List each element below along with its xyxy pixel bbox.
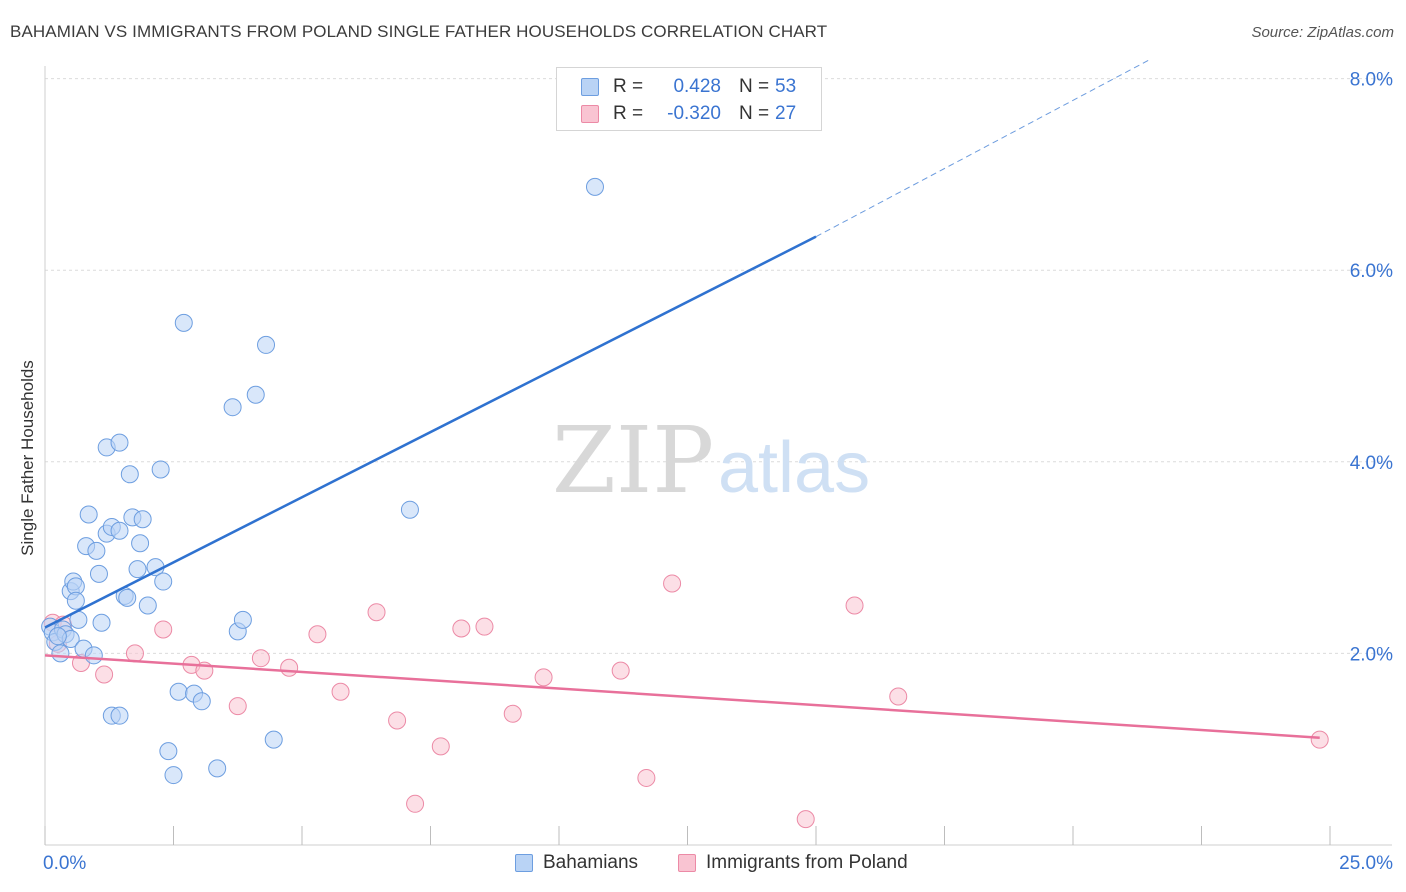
data-point-bahamians [208, 759, 227, 778]
data-point-poland [331, 682, 350, 701]
data-point-bahamians [151, 460, 170, 479]
legend-swatch-pink [581, 105, 599, 123]
legend-row-poland: R = -0.320 N = 27 [581, 101, 796, 127]
data-point-bahamians [118, 588, 137, 607]
legend-r-value: 0.428 [673, 76, 721, 97]
legend-n-value: 27 [775, 103, 797, 124]
y-tick-label: 6.0% [1350, 261, 1393, 282]
data-point-bahamians [87, 541, 106, 560]
data-point-bahamians [159, 742, 178, 761]
data-point-bahamians [92, 613, 111, 632]
data-point-bahamians [110, 433, 129, 452]
data-point-bahamians [174, 313, 193, 332]
series-poland-points [43, 574, 1329, 829]
data-point-bahamians [79, 505, 98, 524]
legend-item-poland: Immigrants from Poland [678, 852, 908, 874]
y-tick-label: 8.0% [1350, 70, 1393, 91]
data-point-bahamians [585, 177, 604, 196]
data-point-poland [406, 794, 425, 813]
y-tick-label: 4.0% [1350, 453, 1393, 474]
data-point-bahamians [169, 682, 188, 701]
data-point-poland [796, 810, 815, 829]
chart-title: BAHAMIAN VS IMMIGRANTS FROM POLAND SINGL… [10, 22, 828, 41]
legend-swatch-blue [581, 78, 599, 96]
data-point-poland [611, 661, 630, 680]
series-bahamians-points [41, 177, 604, 785]
data-point-poland [154, 620, 173, 639]
grid-lines [45, 78, 1392, 654]
y-tick-label: 2.0% [1350, 644, 1393, 665]
legend-n-label: N = [739, 76, 770, 97]
x-tick-label: 25.0% [1339, 853, 1393, 874]
correlation-legend: R = 0.428 N = 53 R = -0.320 N = 27 [556, 67, 822, 131]
data-point-poland [534, 668, 553, 687]
axes [44, 66, 1392, 846]
data-point-bahamians [246, 385, 265, 404]
data-point-bahamians [233, 610, 252, 629]
legend-row-bahamians: R = 0.428 N = 53 [581, 74, 796, 100]
data-point-poland [280, 658, 299, 677]
data-point-bahamians [128, 560, 147, 579]
watermark: ZIP atlas [552, 407, 870, 514]
data-point-poland [388, 711, 407, 730]
data-point-poland [431, 737, 450, 756]
data-point-poland [637, 768, 656, 787]
watermark-atlas: atlas [718, 428, 870, 508]
data-point-poland [1310, 730, 1329, 749]
data-point-bahamians [110, 521, 129, 540]
data-point-bahamians [48, 627, 67, 646]
legend-n-label: N = [739, 103, 770, 124]
legend-swatch-pink [678, 854, 696, 872]
data-point-bahamians [84, 646, 103, 665]
tick-labels: 2.0% 4.0% 6.0% 8.0% 0.0% 25.0% [43, 70, 1393, 874]
legend-r-label: R = [613, 103, 644, 124]
data-point-poland [845, 596, 864, 615]
data-point-bahamians [223, 398, 242, 417]
legend-r-value: -0.320 [667, 103, 721, 124]
trend-line-bahamians-extension [815, 58, 1151, 238]
data-point-bahamians [400, 500, 419, 519]
data-point-poland [663, 574, 682, 593]
data-point-poland [308, 625, 327, 644]
data-point-poland [452, 619, 471, 638]
x-tick-label: 0.0% [43, 853, 86, 874]
data-point-poland [251, 649, 270, 668]
legend-item-bahamians: Bahamians [515, 852, 638, 874]
data-point-bahamians [138, 596, 157, 615]
data-point-bahamians [89, 564, 108, 583]
trend-line-poland [44, 654, 1320, 739]
data-point-bahamians [51, 644, 70, 663]
data-point-poland [475, 617, 494, 636]
series-legend: Bahamians Immigrants from Poland [0, 852, 1406, 876]
legend-swatch-blue [515, 854, 533, 872]
data-point-bahamians [154, 572, 173, 591]
data-point-poland [503, 704, 522, 723]
data-point-poland [228, 697, 247, 716]
data-point-poland [95, 665, 114, 684]
data-point-poland [125, 644, 144, 663]
data-point-poland [367, 603, 386, 622]
data-point-bahamians [131, 534, 150, 553]
legend-label-bahamians: Bahamians [543, 852, 639, 873]
data-point-bahamians [257, 335, 276, 354]
source-label: Source: ZipAtlas.com [1251, 24, 1394, 41]
legend-n-value: 53 [775, 76, 797, 97]
data-point-bahamians [164, 766, 183, 785]
trend-lines [44, 58, 1320, 739]
data-point-poland [889, 687, 908, 706]
data-point-bahamians [133, 510, 152, 529]
legend-r-label: R = [613, 76, 644, 97]
trend-line-bahamians [44, 235, 817, 629]
data-point-bahamians [66, 591, 85, 610]
data-point-bahamians [120, 465, 139, 484]
data-point-bahamians [110, 706, 129, 725]
data-point-bahamians [264, 730, 283, 749]
legend-label-poland: Immigrants from Poland [706, 852, 908, 873]
watermark-zip: ZIP [552, 407, 714, 514]
data-point-bahamians [192, 692, 211, 711]
